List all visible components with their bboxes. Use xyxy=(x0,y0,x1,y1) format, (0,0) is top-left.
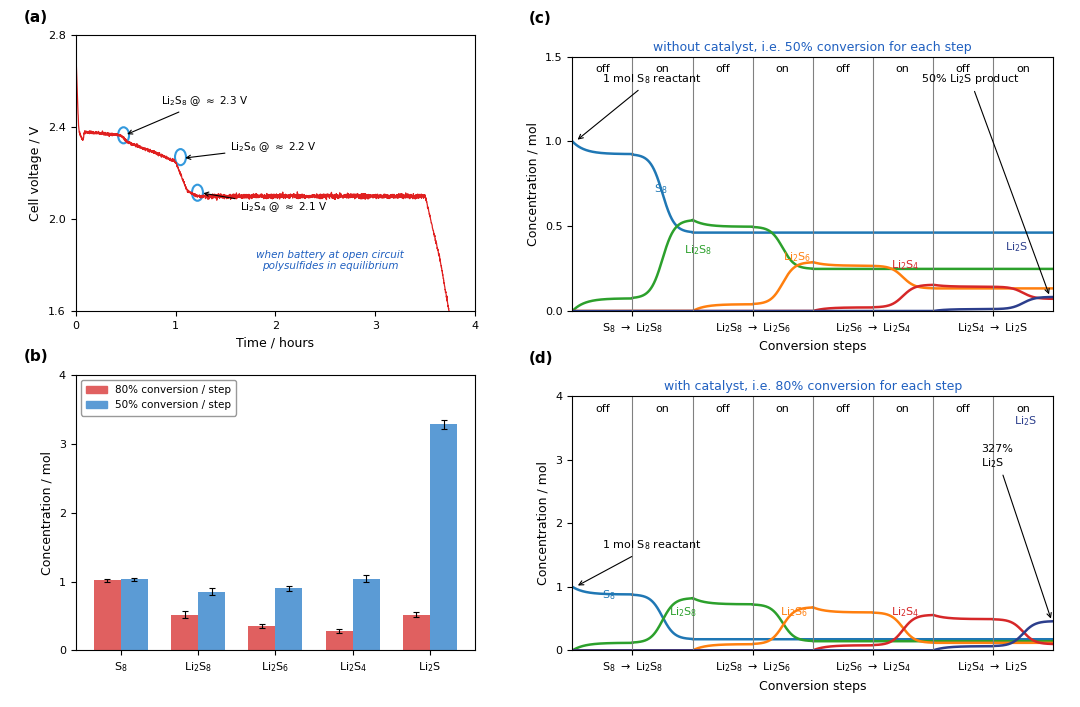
Text: Li$_2$S$_8$ @ $\approx$ 2.3 V: Li$_2$S$_8$ @ $\approx$ 2.3 V xyxy=(129,94,247,134)
Text: off: off xyxy=(956,404,970,414)
Text: when battery at open circuit
polysulfides in equilibrium: when battery at open circuit polysulfide… xyxy=(256,250,404,271)
Text: on: on xyxy=(775,64,789,74)
Text: Li$_2$S$_6$: Li$_2$S$_6$ xyxy=(783,250,811,264)
Bar xyxy=(275,588,302,650)
Text: on: on xyxy=(775,404,789,414)
Text: on: on xyxy=(656,404,670,414)
Text: on: on xyxy=(896,64,909,74)
Text: (b): (b) xyxy=(24,349,49,364)
Text: on: on xyxy=(656,64,670,74)
Text: off: off xyxy=(595,404,610,414)
Bar xyxy=(403,614,430,650)
Text: off: off xyxy=(595,64,610,74)
Text: Li$_2$S$_8$: Li$_2$S$_8$ xyxy=(669,605,697,619)
Text: (d): (d) xyxy=(529,351,554,366)
Bar xyxy=(171,614,198,650)
Text: 327%
Li$_2$S: 327% Li$_2$S xyxy=(981,444,1051,617)
Text: on: on xyxy=(1016,64,1030,74)
Text: Li$_2$S: Li$_2$S xyxy=(1005,240,1028,254)
Bar xyxy=(248,626,275,650)
Title: without catalyst, i.e. 50% conversion for each step: without catalyst, i.e. 50% conversion fo… xyxy=(653,41,972,54)
Text: 50% Li$_2$S product: 50% Li$_2$S product xyxy=(921,72,1049,293)
Text: Li$_2$S$_8$: Li$_2$S$_8$ xyxy=(684,243,712,257)
Text: Li$_2$S$_4$ @ $\approx$ 2.1 V: Li$_2$S$_4$ @ $\approx$ 2.1 V xyxy=(204,192,327,214)
Text: off: off xyxy=(715,64,730,74)
Bar xyxy=(121,580,148,650)
Text: off: off xyxy=(715,404,730,414)
Text: (a): (a) xyxy=(24,10,48,25)
Text: S$_8$: S$_8$ xyxy=(653,182,667,196)
Text: off: off xyxy=(956,64,970,74)
Text: on: on xyxy=(1016,404,1030,414)
Text: Li$_2$S$_4$: Li$_2$S$_4$ xyxy=(891,605,919,619)
Text: Li$_2$S$_6$ @ $\approx$ 2.2 V: Li$_2$S$_6$ @ $\approx$ 2.2 V xyxy=(187,140,316,159)
Text: on: on xyxy=(896,404,909,414)
Text: 1 mol S$_8$ reactant: 1 mol S$_8$ reactant xyxy=(579,72,702,139)
Text: Li$_2$S: Li$_2$S xyxy=(1014,414,1037,428)
Legend: 80% conversion / step, 50% conversion / step: 80% conversion / step, 50% conversion / … xyxy=(81,380,237,416)
Text: S$_8$: S$_8$ xyxy=(603,588,616,602)
Bar xyxy=(94,580,121,650)
Bar xyxy=(198,592,225,650)
Y-axis label: Cell voltage / V: Cell voltage / V xyxy=(29,126,42,221)
Text: off: off xyxy=(835,404,850,414)
Y-axis label: Concentration / mol: Concentration / mol xyxy=(537,461,550,585)
Text: 1 mol S$_8$ reactant: 1 mol S$_8$ reactant xyxy=(579,539,702,585)
X-axis label: Conversion steps: Conversion steps xyxy=(759,340,866,354)
Text: off: off xyxy=(835,64,850,74)
X-axis label: Time / hours: Time / hours xyxy=(237,337,314,349)
Y-axis label: Concentration / mol: Concentration / mol xyxy=(40,450,53,575)
Title: with catalyst, i.e. 80% conversion for each step: with catalyst, i.e. 80% conversion for e… xyxy=(663,380,962,393)
Bar xyxy=(353,579,380,650)
Bar xyxy=(430,424,457,650)
Text: (c): (c) xyxy=(529,11,552,26)
X-axis label: Conversion steps: Conversion steps xyxy=(759,679,866,693)
Text: Li$_2$S$_4$: Li$_2$S$_4$ xyxy=(891,259,919,272)
Text: Li$_2$S$_6$: Li$_2$S$_6$ xyxy=(780,605,808,619)
Bar xyxy=(326,631,353,650)
Y-axis label: Concentration / mol: Concentration / mol xyxy=(526,122,540,246)
